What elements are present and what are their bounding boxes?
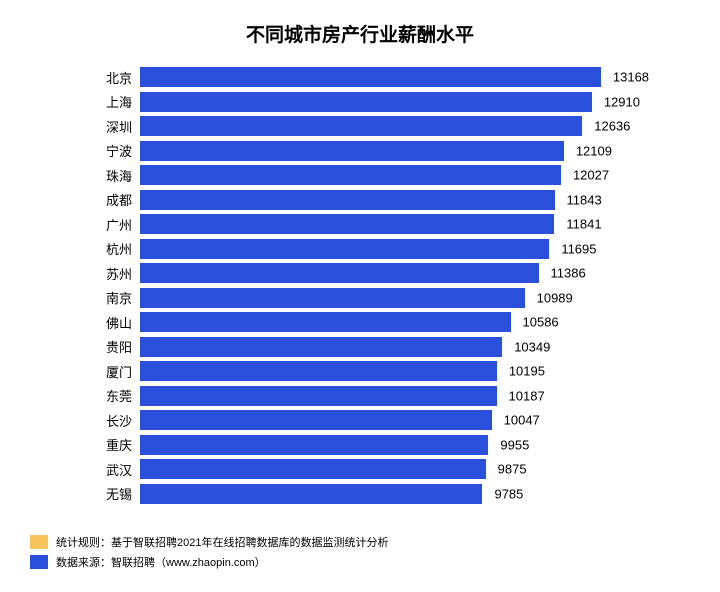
bar-track: 11843 (140, 190, 630, 210)
bar-track: 11695 (140, 239, 630, 259)
category-label: 珠海 (90, 166, 132, 185)
bar-fill (140, 190, 555, 210)
category-label: 东莞 (90, 386, 132, 405)
value-label: 9955 (500, 437, 529, 452)
category-label: 无锡 (90, 484, 132, 503)
bar-row: 佛山10586 (140, 310, 630, 335)
bar-row: 重庆9955 (140, 433, 630, 458)
bar-row: 珠海12027 (140, 163, 630, 188)
category-label: 苏州 (90, 264, 132, 283)
category-label: 上海 (90, 92, 132, 111)
bar-row: 广州11841 (140, 212, 630, 237)
category-label: 成都 (90, 190, 132, 209)
bar-row: 深圳12636 (140, 114, 630, 139)
bar-fill (140, 116, 582, 136)
bar-track: 9955 (140, 435, 630, 455)
value-label: 12636 (594, 119, 630, 134)
category-label: 深圳 (90, 117, 132, 136)
bar-fill (140, 141, 564, 161)
bar-fill (140, 165, 561, 185)
bar-fill (140, 312, 511, 332)
value-label: 9875 (498, 462, 527, 477)
legend-row: 数据来源：智联招聘（www.zhaopin.com） (30, 554, 388, 570)
value-label: 12910 (604, 94, 640, 109)
value-label: 10047 (504, 413, 540, 428)
value-label: 12027 (573, 168, 609, 183)
bar-track: 12636 (140, 116, 630, 136)
bar-track: 11386 (140, 263, 630, 283)
legend-text: 统计规则：基于智联招聘2021年在线招聘数据库的数据监测统计分析 (56, 534, 388, 550)
category-label: 长沙 (90, 411, 132, 430)
category-label: 武汉 (90, 460, 132, 479)
bar-track: 13168 (140, 67, 630, 87)
category-label: 厦门 (90, 362, 132, 381)
bar-chart: 北京13168上海12910深圳12636宁波12109珠海12027成都118… (30, 65, 690, 506)
bar-track: 9875 (140, 459, 630, 479)
category-label: 广州 (90, 215, 132, 234)
legend-swatch (30, 535, 48, 549)
bar-row: 厦门10195 (140, 359, 630, 384)
bar-fill (140, 484, 482, 504)
value-label: 11843 (567, 192, 602, 207)
bar-row: 长沙10047 (140, 408, 630, 433)
bar-fill (140, 67, 601, 87)
value-label: 11386 (551, 266, 586, 281)
bar-row: 上海12910 (140, 90, 630, 115)
legend-row: 统计规则：基于智联招聘2021年在线招聘数据库的数据监测统计分析 (30, 534, 388, 550)
value-label: 12109 (576, 143, 612, 158)
bar-track: 12027 (140, 165, 630, 185)
bar-track: 9785 (140, 484, 630, 504)
category-label: 佛山 (90, 313, 132, 332)
legend-swatch (30, 555, 48, 569)
bar-row: 南京10989 (140, 286, 630, 311)
bar-fill (140, 361, 497, 381)
bar-track: 12910 (140, 92, 630, 112)
category-label: 重庆 (90, 435, 132, 454)
value-label: 10586 (523, 315, 559, 330)
value-label: 13168 (613, 70, 649, 85)
bar-fill (140, 459, 486, 479)
category-label: 南京 (90, 288, 132, 307)
bar-row: 成都11843 (140, 188, 630, 213)
bar-fill (140, 263, 539, 283)
bar-row: 无锡9785 (140, 482, 630, 507)
category-label: 杭州 (90, 239, 132, 258)
chart-title: 不同城市房产行业薪酬水平 (30, 20, 690, 47)
bar-fill (140, 288, 525, 308)
category-label: 北京 (90, 68, 132, 87)
bar-fill (140, 337, 502, 357)
bar-fill (140, 410, 492, 430)
value-label: 10187 (509, 388, 545, 403)
bar-row: 东莞10187 (140, 384, 630, 409)
bar-row: 武汉9875 (140, 457, 630, 482)
bar-fill (140, 386, 497, 406)
bar-row: 苏州11386 (140, 261, 630, 286)
bar-track: 10586 (140, 312, 630, 332)
value-label: 10349 (514, 339, 550, 354)
bar-track: 10989 (140, 288, 630, 308)
bar-row: 贵阳10349 (140, 335, 630, 360)
value-label: 11695 (561, 241, 596, 256)
legend-text: 数据来源：智联招聘（www.zhaopin.com） (56, 554, 266, 570)
chart-footer: 统计规则：基于智联招聘2021年在线招聘数据库的数据监测统计分析数据来源：智联招… (30, 534, 388, 574)
bar-track: 10187 (140, 386, 630, 406)
bar-fill (140, 435, 488, 455)
bar-track: 10195 (140, 361, 630, 381)
bar-row: 杭州11695 (140, 237, 630, 262)
bar-fill (140, 214, 554, 234)
value-label: 10195 (509, 364, 545, 379)
value-label: 11841 (566, 217, 601, 232)
bar-fill (140, 92, 592, 112)
bar-fill (140, 239, 549, 259)
category-label: 贵阳 (90, 337, 132, 356)
value-label: 9785 (494, 486, 523, 501)
value-label: 10989 (537, 290, 573, 305)
bar-track: 10349 (140, 337, 630, 357)
bar-track: 10047 (140, 410, 630, 430)
bar-track: 12109 (140, 141, 630, 161)
bar-row: 宁波12109 (140, 139, 630, 164)
bar-track: 11841 (140, 214, 630, 234)
category-label: 宁波 (90, 141, 132, 160)
bar-row: 北京13168 (140, 65, 630, 90)
